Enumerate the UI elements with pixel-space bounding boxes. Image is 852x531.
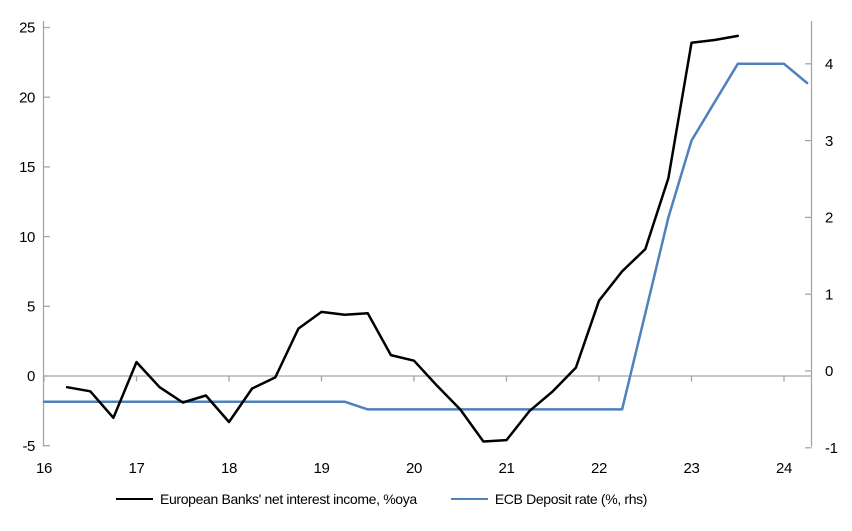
left-axis-tick-label: 0 [27, 368, 35, 385]
right-axis-tick-label: 1 [825, 286, 833, 303]
left-axis-tick-label: 10 [19, 229, 35, 246]
left-axis-tick-label: 25 [19, 20, 35, 37]
right-axis-tick-label: 0 [825, 363, 833, 380]
x-axis-tick-label: 23 [684, 460, 700, 477]
legend-line-sample-black [116, 497, 153, 501]
left-axis-tick-label: -5 [22, 438, 35, 455]
right-axis-tick-label: 3 [825, 133, 833, 150]
right-axis-tick-label: 2 [825, 210, 833, 227]
legend-line-sample-blue [450, 497, 488, 501]
series-line-net-interest-income [65, 34, 740, 443]
x-axis-tick-label: 24 [776, 460, 792, 477]
legend-label-net-interest-income: European Banks' net interest income, %oy… [160, 491, 417, 507]
x-axis-tick-label: 20 [406, 460, 422, 477]
x-axis-tick-label: 18 [221, 460, 237, 477]
x-axis-tick-label: 22 [591, 460, 607, 477]
x-axis-tick-label: 21 [499, 460, 515, 477]
legend-item-ecb-deposit-rate: ECB Deposit rate (%, rhs) [450, 491, 648, 507]
left-axis-tick-label: 20 [19, 89, 35, 106]
legend-label-ecb-deposit-rate: ECB Deposit rate (%, rhs) [494, 491, 648, 507]
right-axis-tick-label: 4 [825, 56, 833, 73]
x-axis-tick-label: 16 [36, 460, 52, 477]
x-axis-tick-label: 17 [129, 460, 145, 477]
left-axis-tick-label: 5 [27, 299, 35, 316]
right-axis-tick-label: -1 [825, 440, 838, 457]
left-axis-tick-label: 15 [19, 159, 35, 176]
chart-legend: European Banks' net interest income, %oy… [116, 491, 647, 507]
x-axis-tick-label: 19 [314, 460, 330, 477]
legend-item-net-interest-income: European Banks' net interest income, %oy… [116, 491, 417, 507]
series-line-ecb-deposit-rate [42, 62, 809, 411]
